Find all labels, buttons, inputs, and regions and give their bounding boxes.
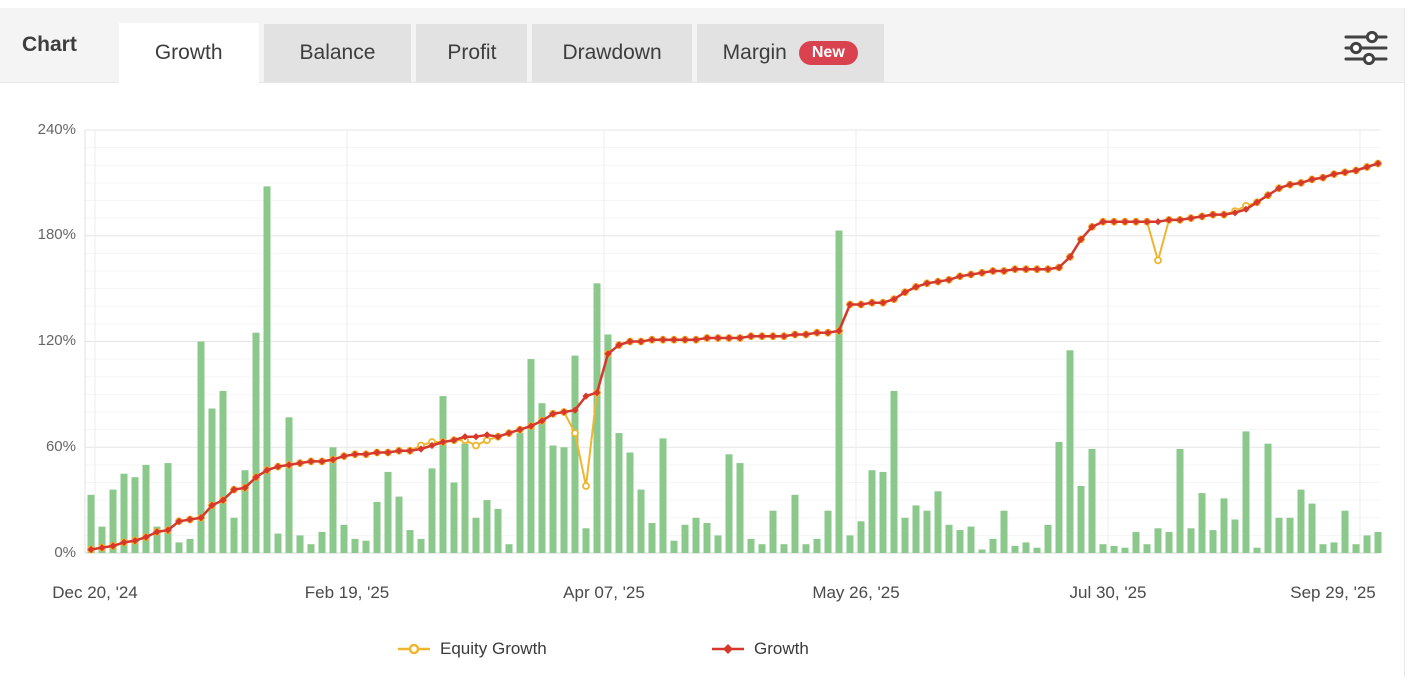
x-axis-label-3: May 26, '25 (812, 583, 900, 602)
legend-item-equity-growth[interactable]: Equity Growth (398, 639, 547, 659)
growth-chart-svg (84, 129, 1382, 554)
panel-right-border (1404, 8, 1405, 677)
tab-chart-label: Chart (22, 32, 77, 56)
tab-margin[interactable]: Margin New (696, 24, 884, 82)
sliders-icon (1344, 31, 1388, 65)
tab-drawdown-label: Drawdown (562, 41, 662, 64)
tab-profit-label: Profit (447, 41, 497, 64)
chart-type-tabbar: Chart Growth Balance Profit Drawdown Mar… (0, 8, 1405, 83)
period-profit-bars (87, 186, 1382, 554)
new-badge: New (798, 41, 858, 65)
tab-growth[interactable]: Growth (118, 23, 259, 83)
growth-legend-marker-icon (712, 644, 744, 654)
x-axis-label-2: Apr 07, '25 (563, 583, 645, 602)
y-axis-label-180: 180% (37, 226, 76, 243)
legend-equity-growth-label: Equity Growth (440, 639, 547, 658)
x-axis-label-1: Feb 19, '25 (304, 583, 390, 602)
legend-growth-label: Growth (754, 639, 809, 658)
x-axis-label-4: Jul 30, '25 (1069, 583, 1147, 602)
y-axis-label-240: 240% (37, 121, 76, 138)
growth-line (87, 159, 1382, 554)
x-axis-label-0: Dec 20, '24 (52, 583, 138, 602)
x-axis-label-5: Sep 29, '25 (1290, 583, 1376, 602)
tab-balance[interactable]: Balance (263, 24, 412, 82)
tab-margin-label: Margin (722, 41, 787, 64)
y-axis-label-0: 0% (54, 544, 76, 561)
y-axis-label-60: 60% (45, 438, 76, 455)
chart-settings-button[interactable] (1340, 28, 1392, 68)
tab-profit[interactable]: Profit (416, 24, 528, 82)
tab-balance-label: Balance (299, 41, 376, 64)
horizontal-gridlines (85, 129, 1380, 536)
equity-growth-legend-marker-icon (398, 643, 430, 655)
vertical-gridlines (94, 130, 1361, 553)
y-axis-label-120: 120% (37, 332, 76, 349)
legend-item-growth[interactable]: Growth (712, 639, 809, 659)
tab-chart[interactable]: Chart (22, 7, 97, 82)
growth-chart-canvas[interactable] (0, 83, 1419, 677)
tab-growth-label: Growth (154, 41, 223, 64)
tab-drawdown[interactable]: Drawdown (532, 24, 692, 82)
